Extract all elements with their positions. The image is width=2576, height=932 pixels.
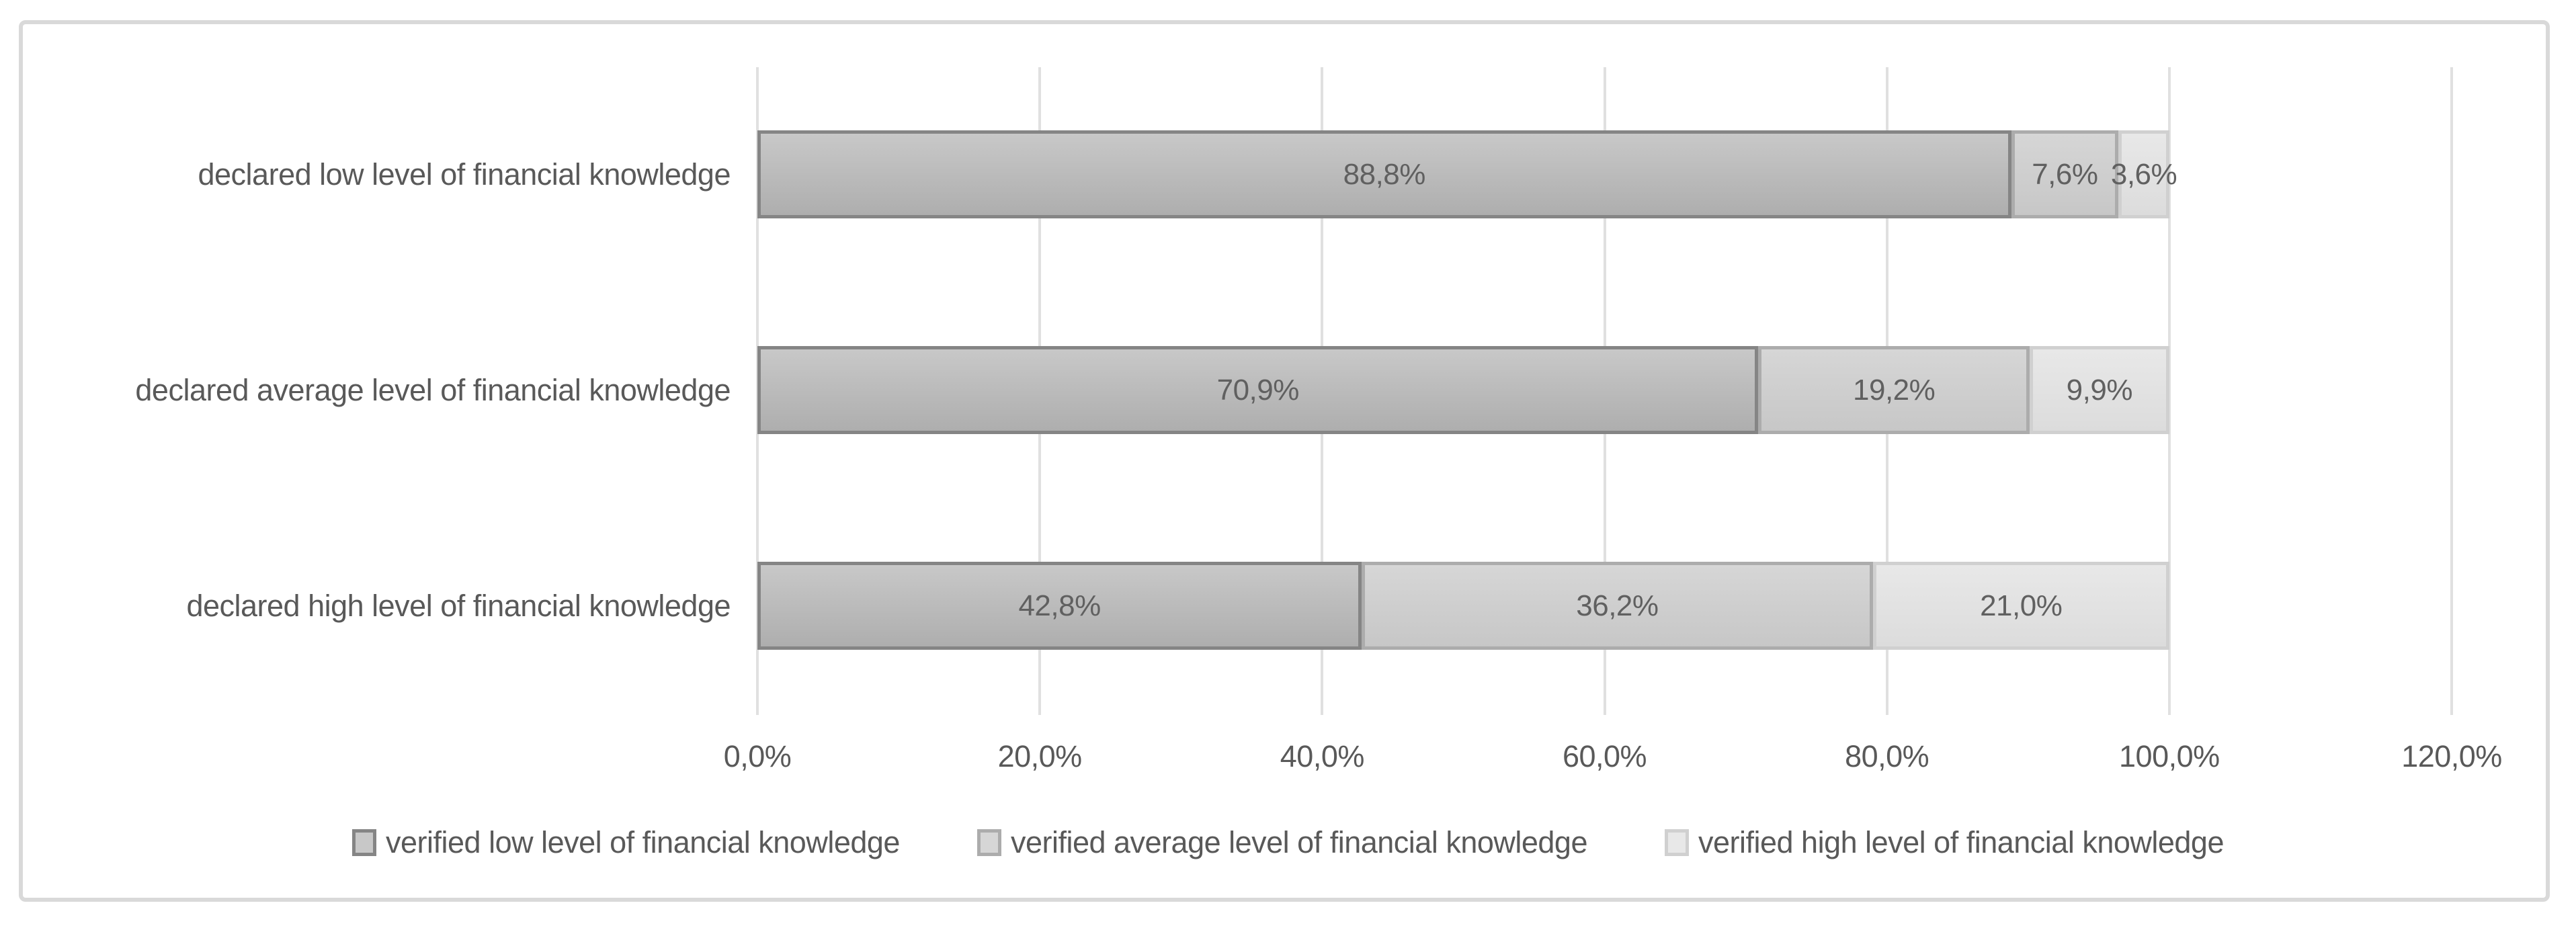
legend: verified low level of financial knowledg… [0,825,2576,860]
x-tick: 120,0% [2401,739,2502,773]
x-tick: 0,0% [723,739,792,773]
gridline [2450,67,2453,715]
x-axis: 0,0% 20,0% 40,0% 60,0% 80,0% 100,0% 120,… [724,739,2503,779]
x-tick: 20,0% [997,739,1083,773]
bar-row-declared-low: 88,8% 7,6% 3,6% [757,130,2177,218]
data-label: 36,2% [1576,589,1659,622]
bar-segment-verified-low: 70,9% [757,346,1759,434]
bar-segment-verified-average: 7,6% [2011,130,2119,218]
legend-item-verified-average: verified average level of financial know… [977,825,1587,860]
data-label: 3,6% [2110,157,2177,191]
bar-segment-verified-low: 88,8% [757,130,2011,218]
data-label: 19,2% [1853,373,1936,407]
data-label: 88,8% [1343,157,1426,191]
legend-item-verified-high: verified high level of financial knowled… [1664,825,2225,860]
legend-swatch-verified-average [977,829,1001,856]
legend-label: verified average level of financial know… [1010,825,1588,859]
bar-segment-verified-high: 9,9% [2029,346,2169,434]
bar-segment-verified-average: 19,2% [1758,346,2030,434]
category-label-declared-high: declared high level of financial knowled… [186,588,731,623]
x-tick: 60,0% [1562,739,1647,773]
data-label: 70,9% [1216,373,1300,407]
data-label: 7,6% [2032,157,2098,191]
data-label: 42,8% [1018,589,1101,622]
bar-segment-verified-high: 21,0% [1872,562,2169,650]
bar-row-declared-average: 70,9% 19,2% 9,9% [757,346,2169,434]
category-label-declared-low: declared low level of financial knowledg… [198,157,731,192]
bar-segment-verified-average: 36,2% [1362,562,1873,650]
data-label: 21,0% [1980,589,2063,622]
legend-label: verified high level of financial knowled… [1698,825,2225,859]
bar-row-declared-high: 42,8% 36,2% 21,0% [757,562,2169,650]
legend-label: verified low level of financial knowledg… [386,825,900,859]
category-label-declared-average: declared average level of financial know… [135,372,731,407]
x-tick: 40,0% [1280,739,1365,773]
bar-segment-verified-low: 42,8% [757,562,1362,650]
data-label: 9,9% [2066,373,2133,407]
x-tick: 80,0% [1845,739,1929,773]
gridline [2167,67,2171,715]
legend-swatch-verified-low [352,829,376,856]
legend-item-verified-low: verified low level of financial knowledg… [352,825,900,860]
plot-area: 88,8% 7,6% 3,6% 70,9% 19,2% 9,9% 42,8% [756,67,2453,715]
x-tick: 100,0% [2119,739,2220,773]
bar-segment-verified-high: 3,6% [2111,130,2177,218]
legend-swatch-verified-high [1664,829,1689,856]
